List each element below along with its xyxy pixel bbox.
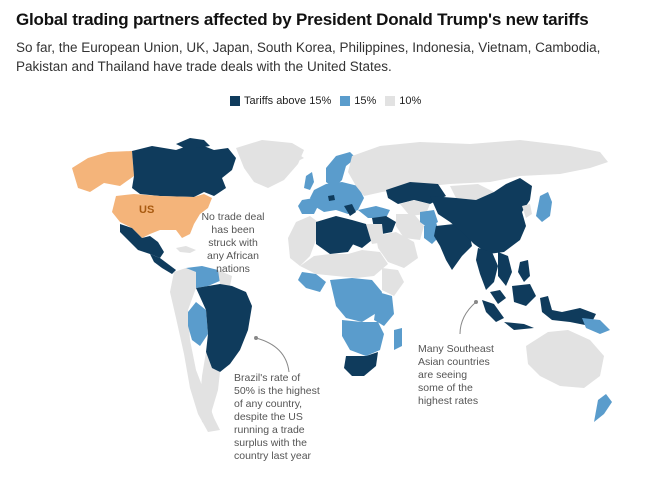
uk [304, 172, 314, 190]
iberia [298, 198, 318, 214]
legend-item-above-15: Tariffs above 15% [230, 95, 331, 107]
brazil-annotation-dot [254, 336, 258, 340]
central-america [150, 254, 176, 274]
brazil-annotation-line-5: running a trade [234, 424, 305, 436]
balkans [344, 204, 356, 216]
australia [526, 330, 604, 388]
iran [396, 214, 424, 240]
saudi-arabia [376, 232, 418, 268]
egypt [366, 224, 384, 244]
venezuela-colombia [186, 266, 222, 288]
africa-annotation: No trade deal has been struck with any A… [201, 211, 264, 275]
south-africa [344, 352, 378, 376]
mexico [120, 224, 164, 258]
asia-annotation-pointer [459, 301, 477, 335]
central-africa [330, 278, 382, 322]
java [504, 322, 534, 330]
southern-cone [200, 352, 220, 426]
sahel [300, 250, 388, 278]
guianas [218, 270, 232, 286]
asia-annotation-line-2: Asian countries [418, 356, 490, 368]
legend-item-10: 10% [385, 95, 421, 107]
brazil-annotation-line-1: Brazil's rate of [234, 372, 300, 384]
legend-label-15: 15% [354, 95, 377, 107]
africa-annotation-line-2: has been [211, 224, 254, 236]
asia-annotation: Many Southeast Asian countries are seein… [418, 343, 494, 407]
mongolia [450, 184, 494, 200]
east-africa [374, 292, 394, 326]
borneo [512, 284, 536, 306]
africa-annotation-line-5: nations [216, 263, 250, 275]
brazil-annotation-pointer [255, 337, 290, 373]
china [430, 178, 532, 254]
myanmar-thailand [476, 248, 498, 290]
southern-africa [342, 320, 384, 356]
brazil-annotation-line-6: surplus with the [234, 437, 307, 449]
africa-annotation-line-1: No trade deal [201, 211, 264, 223]
us-label: US [139, 204, 154, 216]
brazil [196, 284, 252, 372]
canada [132, 143, 236, 197]
papua-new-guinea [582, 318, 610, 334]
canada-islands [176, 138, 210, 148]
alaska [72, 151, 134, 192]
kazakhstan [386, 182, 446, 204]
korea [522, 204, 532, 218]
caribbean [176, 246, 196, 253]
africa-annotation-line-3: struck with [208, 237, 258, 249]
africa-annotation-line-4: any African [207, 250, 259, 262]
legend-swatch-10 [385, 96, 396, 106]
chart-subtitle: So far, the European Union, UK, Japan, S… [16, 40, 601, 74]
brazil-annotation-line-4: despite the US [234, 411, 303, 423]
chart-title: Global trading partners affected by Pres… [16, 10, 589, 29]
japan [536, 192, 552, 222]
brazil-annotation-line-7: country last year [234, 450, 312, 462]
asia-annotation-line-1: Many Southeast [418, 343, 494, 355]
asia-annotation-line-3: are seeing [418, 369, 467, 381]
brazil-annotation-line-3: of any country, [234, 398, 302, 410]
madagascar [394, 328, 402, 350]
sumatra [482, 300, 504, 322]
west-africa [298, 272, 326, 292]
asia-annotation-dot [474, 300, 478, 304]
scandinavia [326, 152, 356, 188]
greenland [236, 140, 304, 188]
malaysia [490, 290, 506, 304]
vietnam-laos [498, 252, 512, 286]
legend-label-above-15: Tariffs above 15% [244, 95, 332, 107]
horn-of-africa [382, 268, 404, 296]
united-states [112, 194, 212, 238]
legend-label-10: 10% [399, 95, 422, 107]
brazil-annotation: Brazil's rate of 50% is the highest of a… [234, 372, 320, 462]
legend: Tariffs above 15% 15% 10% [230, 94, 430, 108]
legend-item-15: 15% [340, 95, 376, 107]
russia [348, 140, 608, 196]
asia-annotation-line-4: some of the [418, 382, 473, 394]
sulawesi-papua [540, 296, 596, 326]
asia-annotation-line-5: highest rates [418, 395, 478, 407]
africa-north-west [288, 216, 318, 266]
peru-bolivia [188, 302, 208, 346]
south-america-west [170, 268, 220, 432]
legend-swatch-15 [340, 96, 351, 106]
legend-swatch-above-15 [230, 96, 240, 106]
brazil-annotation-line-2: 50% is the highest [234, 385, 320, 397]
switzerland [328, 195, 335, 201]
new-zealand [594, 394, 612, 422]
india [434, 224, 472, 270]
algeria [316, 216, 356, 254]
european-union [310, 182, 364, 214]
iceland [288, 154, 304, 162]
turkey [358, 206, 390, 218]
philippines [518, 260, 530, 282]
